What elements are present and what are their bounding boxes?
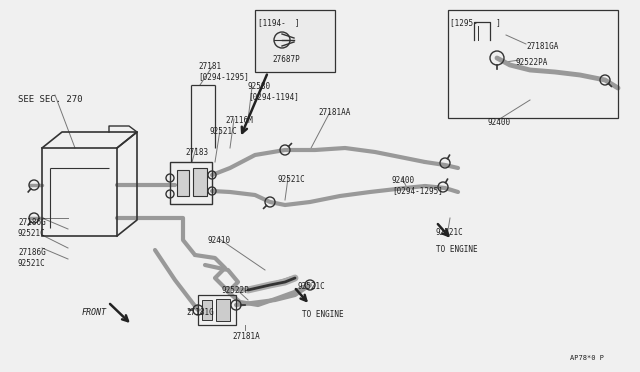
- Text: AP78*0 P: AP78*0 P: [570, 355, 604, 361]
- Text: 92410: 92410: [208, 236, 231, 245]
- Bar: [198, 295, 236, 325]
- Text: [1295-    ]: [1295- ]: [450, 18, 501, 27]
- Text: 27183: 27183: [185, 148, 208, 157]
- Text: 92522P: 92522P: [222, 286, 250, 295]
- Text: 92521C: 92521C: [278, 175, 306, 184]
- Text: [1194-  ]: [1194- ]: [258, 18, 300, 27]
- Text: 27181
[0294-1295]: 27181 [0294-1295]: [198, 62, 249, 81]
- Text: 92521C: 92521C: [298, 282, 326, 291]
- Text: 92400: 92400: [488, 118, 511, 127]
- Text: SEE SEC. 270: SEE SEC. 270: [18, 95, 83, 104]
- Text: 92522PA: 92522PA: [516, 58, 548, 67]
- Text: 27186G: 27186G: [18, 218, 45, 227]
- Text: 27687P: 27687P: [272, 55, 300, 64]
- Text: 27116M: 27116M: [225, 116, 253, 125]
- Bar: [170, 162, 212, 204]
- Text: 92521C: 92521C: [210, 127, 237, 136]
- Text: 27181GA: 27181GA: [526, 42, 558, 51]
- Bar: [216, 299, 230, 321]
- Text: TO ENGINE: TO ENGINE: [436, 245, 477, 254]
- Bar: [202, 300, 212, 320]
- Text: 92521C: 92521C: [18, 259, 45, 268]
- Text: 27181G: 27181G: [186, 308, 214, 317]
- Text: 27181A: 27181A: [232, 332, 260, 341]
- Bar: [177, 170, 189, 196]
- Bar: [448, 10, 618, 118]
- Text: 92580
[0294-1194]: 92580 [0294-1194]: [248, 82, 299, 102]
- Text: 27186G: 27186G: [18, 248, 45, 257]
- Text: 92400
[0294-1295]: 92400 [0294-1295]: [392, 176, 443, 195]
- Bar: [255, 10, 335, 72]
- Text: TO ENGINE: TO ENGINE: [302, 310, 344, 319]
- Text: 92521C: 92521C: [18, 229, 45, 238]
- Text: 92521C: 92521C: [436, 228, 464, 237]
- Bar: [193, 168, 207, 196]
- Bar: [42, 148, 117, 236]
- Text: FRONT: FRONT: [82, 308, 107, 317]
- Text: 27181AA: 27181AA: [318, 108, 350, 117]
